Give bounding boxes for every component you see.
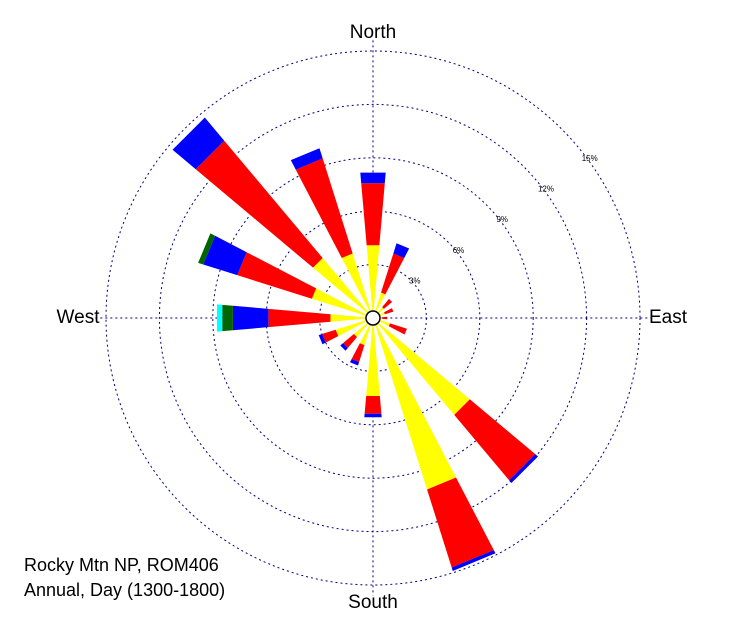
- petal-segment: [382, 298, 393, 309]
- petal-segment: [343, 334, 357, 348]
- petal-segment: [172, 117, 225, 170]
- petal-segment: [290, 148, 323, 170]
- petal-segment: [454, 399, 536, 481]
- ring-label: 3%: [409, 276, 421, 285]
- calm-circle: [365, 310, 381, 326]
- grid-ring: [158, 103, 588, 533]
- petal-segment: [268, 308, 331, 328]
- petal-segment: [509, 454, 538, 483]
- petal-segment: [366, 318, 380, 397]
- petal-segment: [198, 233, 216, 265]
- petal-segment: [364, 413, 382, 418]
- petal-segment: [322, 329, 339, 343]
- ring-label: 6%: [453, 246, 465, 255]
- petal-segment: [318, 334, 326, 345]
- grid-ring: [212, 157, 534, 479]
- petal-segment: [381, 316, 388, 320]
- petal-segment: [311, 288, 373, 318]
- petal-segment: [366, 245, 380, 318]
- petal-segment: [203, 235, 247, 276]
- petal-segment: [222, 304, 233, 332]
- petal-segment: [330, 314, 373, 322]
- petal-segment: [364, 396, 382, 414]
- petal-segment: [381, 253, 405, 295]
- petal-segment: [313, 258, 373, 318]
- petal-segment: [195, 140, 323, 268]
- direction-label: South: [348, 592, 398, 613]
- petal-segment: [335, 318, 373, 337]
- direction-label: North: [350, 22, 396, 43]
- petal-segment: [340, 343, 348, 351]
- petal-segment: [361, 183, 385, 246]
- petal-segment: [341, 253, 373, 318]
- petal-segment: [237, 252, 317, 299]
- caption: Rocky Mtn NP, ROM406: [24, 555, 219, 575]
- direction-label: East: [649, 307, 688, 328]
- petal-segment: [360, 172, 386, 184]
- ring-label: 12%: [538, 185, 554, 194]
- petal-segment: [295, 158, 353, 259]
- petal-segment: [384, 308, 394, 315]
- petal-segment: [351, 343, 365, 363]
- grid-ring: [105, 50, 641, 586]
- petal-segment: [349, 359, 360, 366]
- petal-segment: [451, 550, 496, 571]
- petal-segment: [232, 305, 269, 331]
- direction-label: West: [57, 307, 101, 328]
- petal-segment: [393, 243, 410, 259]
- petal-segment: [388, 323, 407, 335]
- petal-segment: [216, 304, 223, 332]
- petal-segment: [373, 318, 457, 490]
- ring-label: 15%: [582, 154, 598, 163]
- petal-segment: [427, 477, 494, 568]
- caption: Annual, Day (1300-1800): [24, 580, 225, 600]
- petal-segment: [373, 318, 470, 415]
- ring-label: 9%: [496, 215, 508, 224]
